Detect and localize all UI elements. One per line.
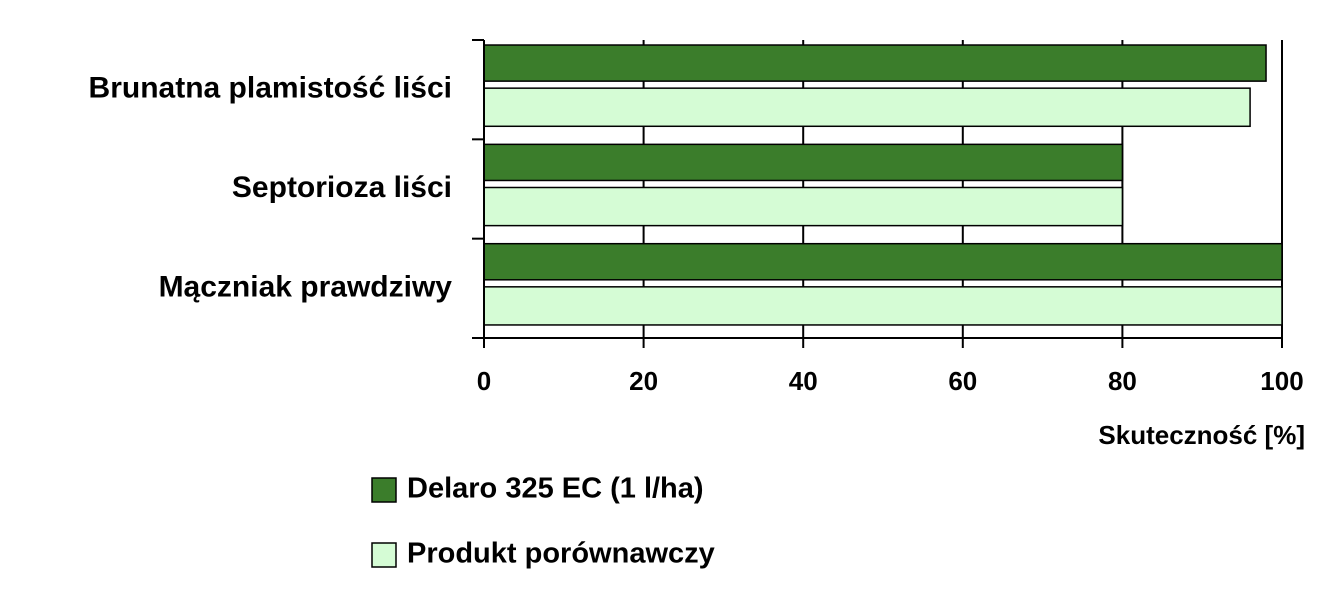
y-tick-label: Mączniak prawdziwy: [159, 270, 453, 303]
y-tick-label: Brunatna plamistość liści: [89, 72, 452, 105]
x-tick-label: 20: [629, 366, 658, 396]
bar: [483, 87, 1251, 128]
legend-swatch: [371, 477, 397, 503]
x-tick-label: 80: [1108, 366, 1137, 396]
x-tick-label: 0: [477, 366, 491, 396]
legend-label: Delaro 325 EC (1 l/ha): [407, 473, 704, 505]
bar: [483, 286, 1283, 326]
bar: [483, 143, 1124, 182]
bar: [483, 186, 1124, 227]
x-tick-label: 60: [948, 366, 977, 396]
bar: [483, 242, 1283, 281]
legend-swatch: [371, 542, 397, 568]
legend-label: Produkt porównawczy: [407, 538, 715, 570]
x-tick-label: 40: [789, 366, 818, 396]
bar: [483, 44, 1267, 82]
x-tick-label: 100: [1260, 366, 1303, 396]
x-axis-label: Skuteczność [%]: [1098, 420, 1305, 450]
y-tick-label: Septorioza liści: [232, 171, 452, 204]
